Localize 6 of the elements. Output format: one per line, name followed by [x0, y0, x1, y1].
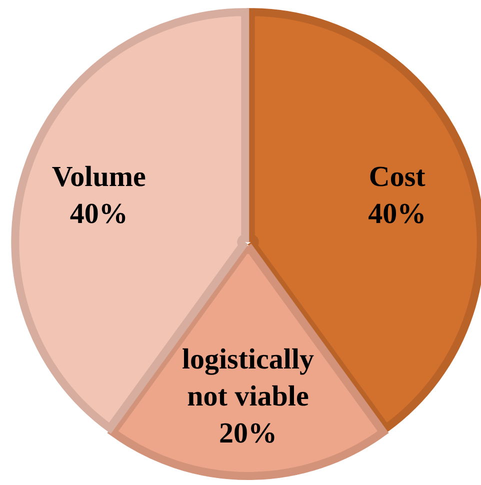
slice-label: logistically not viable	[182, 343, 315, 412]
data-label: 20%	[219, 417, 277, 450]
data-label: 40%	[368, 198, 426, 230]
slice-label: Cost	[368, 161, 426, 194]
slice-label: Volume	[52, 161, 146, 194]
data-label: 40%	[70, 198, 128, 230]
